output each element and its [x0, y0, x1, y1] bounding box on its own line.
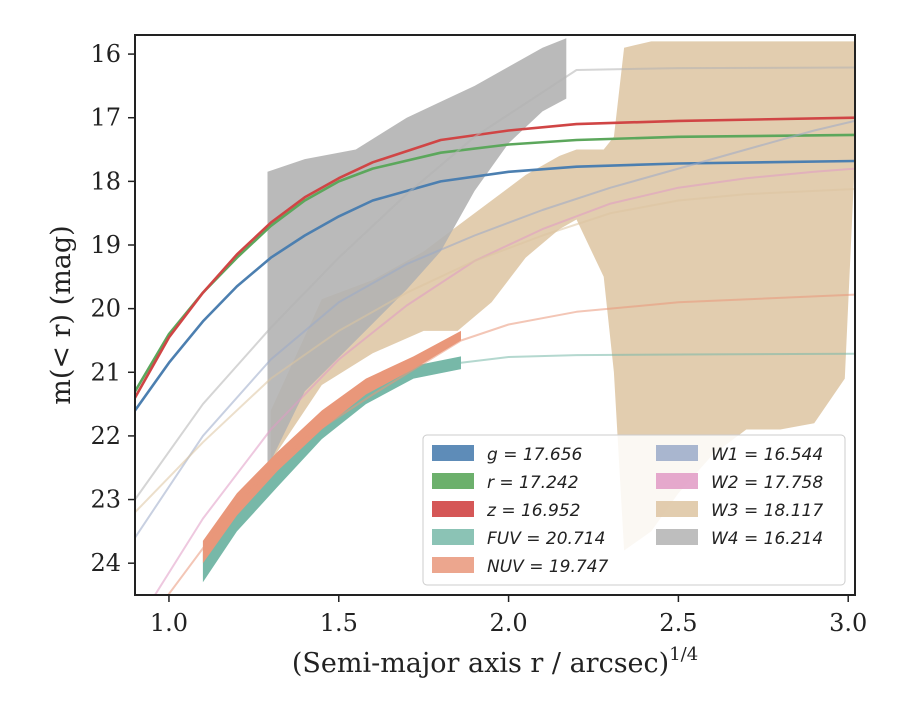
line-fuv [460, 352, 855, 364]
line-g [135, 159, 855, 412]
x-tick-label: 1.0 [150, 609, 188, 637]
legend-label-r: r = 17.242 [487, 473, 579, 493]
y-axis-ticks: 16 17 18 19 20 21 22 23 24 [90, 40, 135, 577]
line-w1 [135, 119, 855, 539]
line-z [135, 116, 855, 399]
legend-swatch-z [432, 501, 474, 517]
y-tick-label: 21 [90, 358, 121, 386]
legend-swatch-w1 [656, 445, 698, 461]
line-w3 [135, 188, 855, 514]
legend-swatch-w4 [656, 529, 698, 545]
legend: g = 17.656 r = 17.242 z = 16.952 FUV = 20.7… [422, 434, 846, 586]
line-nuv [166, 293, 855, 595]
legend-swatch-g [432, 445, 474, 461]
legend-swatch-w2 [656, 473, 698, 489]
legend-label-w4: W4 = 16.214 [711, 529, 823, 549]
line-w4 [135, 66, 855, 501]
legend-label-w3: W3 = 18.117 [711, 501, 823, 521]
y-tick-label: 18 [90, 167, 121, 195]
x-tick-label: 1.5 [320, 609, 358, 637]
y-tick-label: 19 [90, 231, 121, 259]
x-tick-label: 2.5 [659, 609, 697, 637]
legend-label-w1: W1 = 16.544 [711, 445, 823, 465]
y-tick-label: 24 [90, 549, 121, 577]
legend-label-nuv: NUV = 19.747 [487, 557, 609, 577]
x-axis-label: (Semi-major axis r / arcsec)1/4 [292, 644, 698, 679]
y-tick-label: 23 [90, 486, 121, 514]
x-tick-label: 2.0 [489, 609, 527, 637]
legend-swatch-nuv [432, 557, 474, 573]
legend-label-w2: W2 = 17.758 [711, 473, 823, 493]
series-lines [135, 66, 855, 595]
band-w3 [270, 41, 855, 551]
y-tick-label: 20 [90, 295, 121, 323]
y-tick-label: 22 [90, 422, 121, 450]
band-nuv [202, 330, 461, 564]
y-axis-label: m(< r) (mag) [46, 225, 77, 404]
legend-swatch-r [432, 473, 474, 489]
x-tick-label: 3.0 [829, 609, 867, 637]
y-tick-label: 16 [90, 40, 121, 68]
legend-swatch-fuv [432, 529, 474, 545]
legend-swatch-w3 [656, 501, 698, 517]
legend-label-fuv: FUV = 20.714 [487, 529, 605, 549]
plot-frame [134, 34, 856, 596]
x-axis-ticks: 1.0 1.5 2.0 2.5 3.0 [150, 595, 867, 637]
y-tick-label: 17 [90, 104, 121, 132]
legend-label-z: z = 16.952 [486, 501, 580, 521]
line-w2 [153, 167, 855, 595]
legend-label-g: g = 17.656 [487, 445, 583, 465]
legend-frame [422, 434, 846, 586]
